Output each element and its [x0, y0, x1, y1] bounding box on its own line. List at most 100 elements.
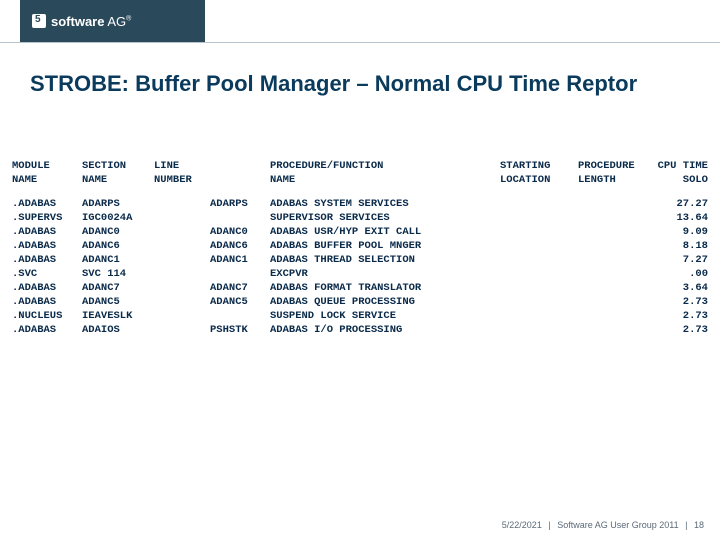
cell-plen	[574, 253, 650, 267]
report-table-container: MODULE NAME SECTION NAME LINE NUMBER PRO…	[8, 160, 712, 337]
brand-header: software AG®	[20, 0, 205, 42]
cell-module: .ADABAS	[8, 281, 78, 295]
cell-func: ADABAS BUFFER POOL MNGER	[266, 239, 496, 253]
cell-line	[150, 197, 206, 211]
cell-func: ADABAS QUEUE PROCESSING	[266, 295, 496, 309]
footer-sep-1: |	[548, 520, 550, 530]
col-header-section: SECTION NAME	[78, 160, 150, 197]
cell-line	[150, 323, 206, 337]
col-header-line: LINE NUMBER	[150, 160, 206, 197]
cell-cpu: 27.27	[650, 197, 712, 211]
col-header-module: MODULE NAME	[8, 160, 78, 197]
cell-line	[150, 267, 206, 281]
logo-light: AG	[104, 14, 126, 29]
cell-start	[496, 239, 574, 253]
cell-proc	[206, 309, 266, 323]
cell-section: ADAIOS	[78, 323, 150, 337]
cell-plen	[574, 323, 650, 337]
cell-func: ADABAS USR/HYP EXIT CALL	[266, 225, 496, 239]
col-header-start: STARTING LOCATION	[496, 160, 574, 197]
cell-start	[496, 211, 574, 225]
footer-date: 5/22/2021	[502, 520, 542, 530]
table-row: .ADABASADAIOS PSHSTKADABAS I/O PROCESSING…	[8, 323, 712, 337]
cell-start	[496, 295, 574, 309]
cell-func: SUPERVISOR SERVICES	[266, 211, 496, 225]
cell-plen	[574, 267, 650, 281]
cell-line	[150, 281, 206, 295]
cell-line	[150, 253, 206, 267]
cell-proc: ADANC1	[206, 253, 266, 267]
cell-start	[496, 323, 574, 337]
cell-section: IGC0024A	[78, 211, 150, 225]
cell-section: ADANC6	[78, 239, 150, 253]
cell-start	[496, 267, 574, 281]
cell-module: .ADABAS	[8, 323, 78, 337]
cell-module: .ADABAS	[8, 225, 78, 239]
table-header-row: MODULE NAME SECTION NAME LINE NUMBER PRO…	[8, 160, 712, 197]
footer-sep-2: |	[685, 520, 687, 530]
page-title: STROBE: Buffer Pool Manager – Normal CPU…	[30, 70, 690, 98]
cell-cpu: 7.27	[650, 253, 712, 267]
cell-module: .ADABAS	[8, 239, 78, 253]
cell-cpu: 2.73	[650, 309, 712, 323]
cell-cpu: 9.09	[650, 225, 712, 239]
cell-proc	[206, 211, 266, 225]
table-body: .ADABASADARPSADARPSADABAS SYSTEM SERVICE…	[8, 197, 712, 337]
cell-proc: PSHSTK	[206, 323, 266, 337]
cell-cpu: 13.64	[650, 211, 712, 225]
cell-cpu: 8.18	[650, 239, 712, 253]
cell-section: ADANC1	[78, 253, 150, 267]
report-table: MODULE NAME SECTION NAME LINE NUMBER PRO…	[8, 160, 712, 337]
cell-plen	[574, 197, 650, 211]
cell-start	[496, 253, 574, 267]
cell-plen	[574, 239, 650, 253]
table-row: .SVCSVC 114 EXCPVR .00	[8, 267, 712, 281]
cell-proc: ADANC7	[206, 281, 266, 295]
cell-start	[496, 281, 574, 295]
logo-superscript: ®	[126, 15, 131, 22]
table-row: .ADABASADANC6ADANC6ADABAS BUFFER POOL MN…	[8, 239, 712, 253]
header-divider	[0, 42, 720, 43]
table-row: .SUPERVSIGC0024ASUPERVISOR SERVICES13.64	[8, 211, 712, 225]
slide-footer: 5/22/2021 | Software AG User Group 2011 …	[502, 520, 704, 530]
logo-icon	[32, 14, 46, 28]
cell-start	[496, 309, 574, 323]
cell-line	[150, 309, 206, 323]
cell-cpu: 3.64	[650, 281, 712, 295]
cell-line	[150, 211, 206, 225]
cell-proc	[206, 267, 266, 281]
cell-section: ADARPS	[78, 197, 150, 211]
cell-module: .ADABAS	[8, 295, 78, 309]
table-row: .NUCLEUSIEAVESLKSUSPEND LOCK SERVICE2.73	[8, 309, 712, 323]
col-header-cpu: CPU TIME SOLO	[650, 160, 712, 197]
cell-proc: ADARPS	[206, 197, 266, 211]
table-row: .ADABASADARPSADARPSADABAS SYSTEM SERVICE…	[8, 197, 712, 211]
logo-text: software AG®	[51, 14, 131, 29]
cell-line	[150, 239, 206, 253]
footer-page: 18	[694, 520, 704, 530]
col-header-proc	[206, 160, 266, 197]
cell-module: .SVC	[8, 267, 78, 281]
col-header-func: PROCEDURE/FUNCTION NAME	[266, 160, 496, 197]
cell-section: SVC 114	[78, 267, 150, 281]
table-row: .ADABASADANC5ADANC5ADABAS QUEUE PROCESSI…	[8, 295, 712, 309]
cell-start	[496, 225, 574, 239]
cell-module: .ADABAS	[8, 253, 78, 267]
cell-section: ADANC5	[78, 295, 150, 309]
cell-func: ADABAS THREAD SELECTION	[266, 253, 496, 267]
cell-section: IEAVESLK	[78, 309, 150, 323]
cell-proc: ADANC5	[206, 295, 266, 309]
cell-plen	[574, 225, 650, 239]
table-row: .ADABASADANC0ADANC0ADABAS USR/HYP EXIT C…	[8, 225, 712, 239]
cell-func: ADABAS I/O PROCESSING	[266, 323, 496, 337]
cell-section: ADANC0	[78, 225, 150, 239]
cell-func: ADABAS FORMAT TRANSLATOR	[266, 281, 496, 295]
cell-line	[150, 295, 206, 309]
footer-event: Software AG User Group 2011	[557, 520, 678, 530]
cell-plen	[574, 211, 650, 225]
cell-section: ADANC7	[78, 281, 150, 295]
cell-cpu: 2.73	[650, 295, 712, 309]
cell-func: EXCPVR	[266, 267, 496, 281]
cell-func: SUSPEND LOCK SERVICE	[266, 309, 496, 323]
cell-cpu: .00	[650, 267, 712, 281]
